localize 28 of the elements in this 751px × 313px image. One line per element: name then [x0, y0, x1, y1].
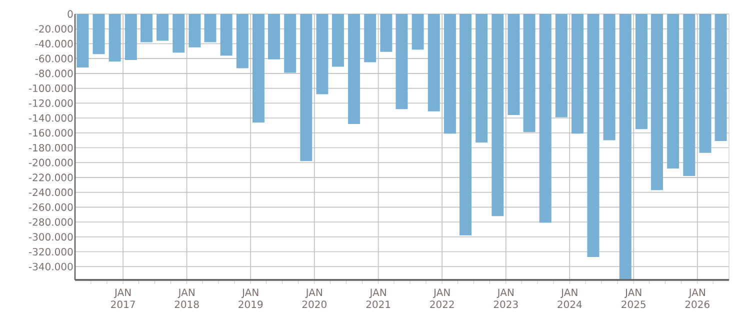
y-tick-label: -240.000 — [28, 188, 73, 196]
y-tick-label: -140.000 — [28, 114, 73, 122]
y-tick-label: -220.000 — [28, 174, 73, 182]
x-tick-label: JAN 2018 — [174, 288, 199, 308]
y-tick-label: -260.000 — [28, 203, 73, 211]
y-tick-label: 0 — [68, 10, 73, 18]
x-tick-label: JAN 2025 — [622, 288, 646, 308]
y-tick-label: -120.000 — [28, 99, 73, 107]
y-tick-label: -160.000 — [28, 129, 73, 137]
y-tick-label: -200.000 — [28, 158, 73, 166]
y-tick-label: -300.000 — [28, 233, 73, 241]
y-tick-label: -20.000 — [35, 25, 73, 33]
x-tick-label: JAN 2017 — [111, 288, 135, 308]
x-tick-label: JAN 2023 — [494, 288, 518, 308]
y-tick-label: -40.000 — [35, 40, 73, 48]
x-tick-label: JAN 2022 — [430, 288, 454, 308]
y-tick-label: -340.000 — [28, 262, 73, 270]
x-tick-label: JAN 2026 — [685, 288, 710, 308]
y-tick-label: -320.000 — [28, 248, 73, 256]
x-tick-label: JAN 2024 — [558, 288, 582, 308]
y-tick-label: -180.000 — [28, 144, 73, 152]
y-tick-label: -280.000 — [28, 218, 73, 226]
y-tick-label: -60.000 — [35, 54, 73, 62]
x-tick-label: JAN 2020 — [302, 288, 326, 308]
y-tick-label: -80.000 — [35, 70, 73, 78]
y-tick-label: -100.000 — [28, 84, 73, 92]
x-tick-label: JAN 2021 — [366, 288, 390, 308]
x-tick-label: JAN 2019 — [238, 288, 263, 308]
